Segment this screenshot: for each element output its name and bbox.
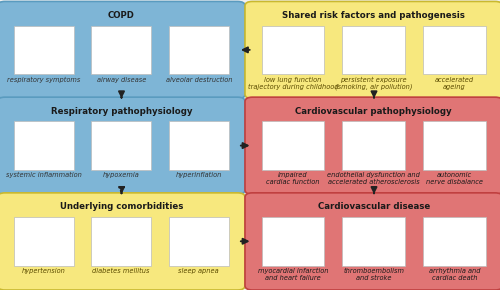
Text: hypoxemia: hypoxemia	[103, 172, 140, 178]
FancyBboxPatch shape	[245, 1, 500, 99]
FancyBboxPatch shape	[262, 121, 324, 170]
FancyBboxPatch shape	[0, 193, 245, 290]
Text: diabetes mellitus: diabetes mellitus	[92, 268, 150, 274]
Text: persistent exposure
(smoking, air pollution): persistent exposure (smoking, air pollut…	[335, 77, 412, 90]
Text: accelerated
ageing: accelerated ageing	[435, 77, 474, 90]
FancyBboxPatch shape	[342, 217, 405, 266]
Text: Underlying comorbidities: Underlying comorbidities	[60, 202, 183, 211]
FancyBboxPatch shape	[168, 26, 229, 75]
Text: hyperinflation: hyperinflation	[176, 172, 222, 178]
Text: Cardiovascular disease: Cardiovascular disease	[318, 202, 430, 211]
FancyBboxPatch shape	[91, 217, 152, 266]
Text: thromboembolism
and stroke: thromboembolism and stroke	[343, 268, 404, 281]
FancyBboxPatch shape	[91, 26, 152, 75]
Text: respiratory symptoms: respiratory symptoms	[7, 77, 80, 83]
Text: low lung function
trajectory during childhood: low lung function trajectory during chil…	[248, 77, 338, 90]
FancyBboxPatch shape	[0, 97, 245, 194]
FancyBboxPatch shape	[14, 217, 74, 266]
FancyBboxPatch shape	[424, 121, 486, 170]
Text: Respiratory pathophysiology: Respiratory pathophysiology	[50, 107, 192, 116]
FancyBboxPatch shape	[14, 121, 74, 170]
Text: Cardiovascular pathophysiology: Cardiovascular pathophysiology	[296, 107, 452, 116]
Text: autonomic
nerve disbalance: autonomic nerve disbalance	[426, 172, 483, 185]
Text: endothelial dysfunction and
accelerated atherosclerosis: endothelial dysfunction and accelerated …	[328, 172, 420, 185]
FancyBboxPatch shape	[91, 121, 152, 170]
Text: COPD: COPD	[108, 11, 134, 20]
Text: Shared risk factors and pathogenesis: Shared risk factors and pathogenesis	[282, 11, 465, 20]
FancyBboxPatch shape	[245, 97, 500, 194]
FancyBboxPatch shape	[14, 26, 74, 75]
FancyBboxPatch shape	[262, 217, 324, 266]
Text: sleep apnea: sleep apnea	[178, 268, 219, 274]
Text: impaired
cardiac function: impaired cardiac function	[266, 172, 320, 185]
FancyBboxPatch shape	[168, 121, 229, 170]
FancyBboxPatch shape	[262, 26, 324, 75]
FancyBboxPatch shape	[0, 1, 245, 99]
FancyBboxPatch shape	[245, 193, 500, 290]
FancyBboxPatch shape	[342, 121, 405, 170]
FancyBboxPatch shape	[168, 217, 229, 266]
Text: systemic inflammation: systemic inflammation	[6, 172, 82, 178]
Text: arrhythmia and
cardiac death: arrhythmia and cardiac death	[429, 268, 480, 281]
Text: airway disease: airway disease	[96, 77, 146, 83]
Text: hypertension: hypertension	[22, 268, 66, 274]
FancyBboxPatch shape	[342, 26, 405, 75]
Text: myocardial infarction
and heart failure: myocardial infarction and heart failure	[258, 268, 328, 281]
FancyBboxPatch shape	[424, 217, 486, 266]
Text: alveolar destruction: alveolar destruction	[166, 77, 232, 83]
FancyBboxPatch shape	[424, 26, 486, 75]
